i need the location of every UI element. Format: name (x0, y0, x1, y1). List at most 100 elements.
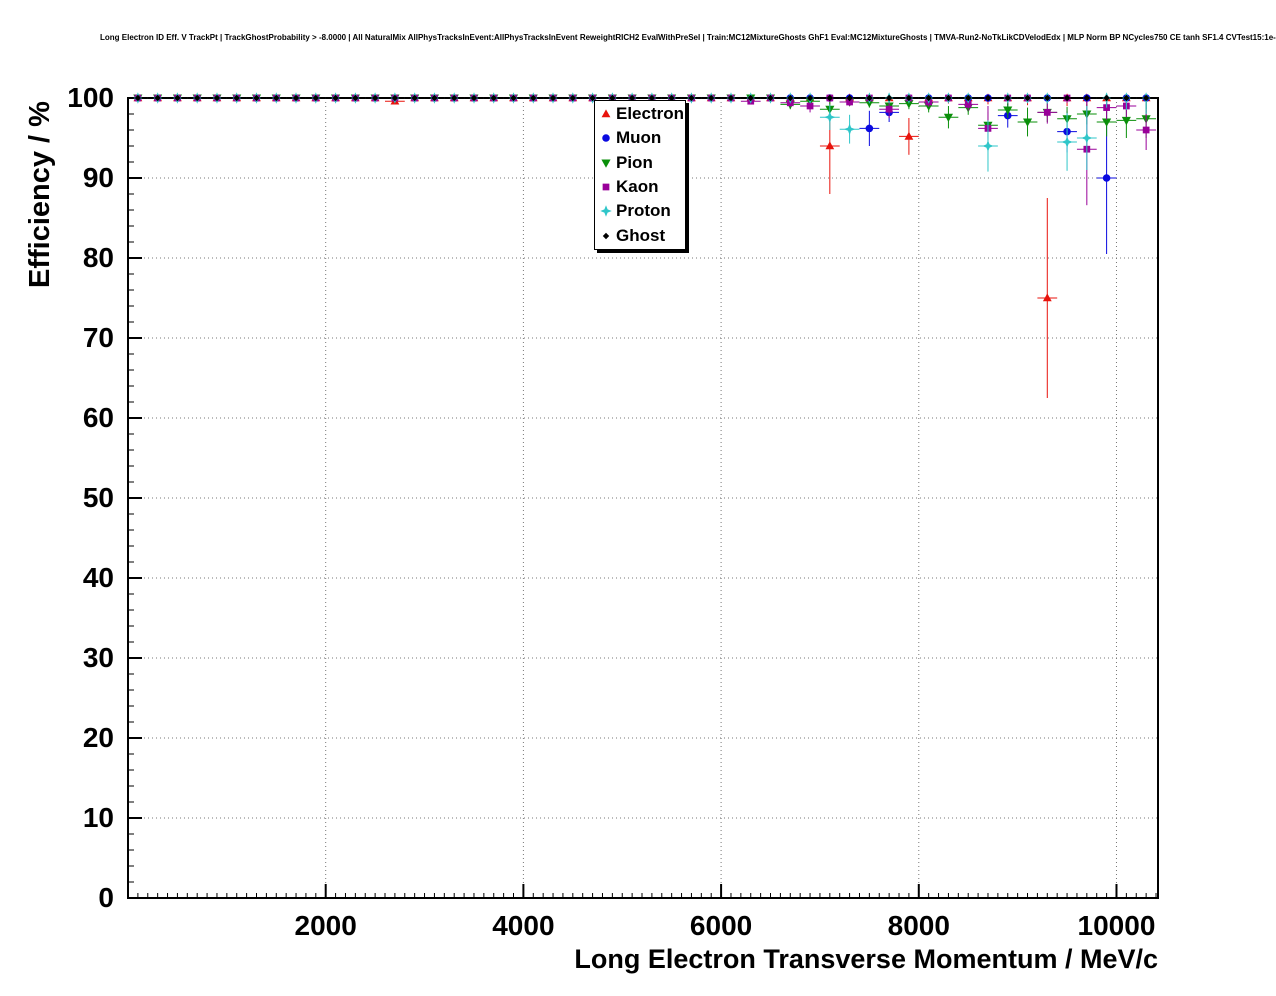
diamond-marker (688, 94, 695, 102)
circle-marker (602, 134, 610, 143)
diamond-marker (984, 94, 992, 102)
y-tick-label: 90 (82, 162, 114, 193)
triangle-down-marker (943, 113, 953, 122)
triangle-down-marker (1102, 118, 1112, 127)
electron-marker-icon (601, 109, 611, 118)
diamond-marker (965, 94, 972, 102)
star4-marker (843, 123, 856, 135)
diamond-marker (273, 94, 280, 102)
triangle-up-marker (601, 109, 611, 118)
diamond-marker (134, 94, 142, 102)
diamond-marker (668, 94, 675, 102)
legend-label: Proton (616, 201, 671, 221)
diamond-marker (885, 94, 893, 102)
legend-entry-electron: Electron (598, 103, 685, 126)
legend-label: Muon (616, 128, 662, 148)
legend-entry-pion: Pion (598, 151, 685, 174)
diamond-marker (589, 94, 596, 102)
legend-label: Ghost (616, 225, 666, 245)
diamond-marker (530, 94, 537, 102)
y-tick-label: 70 (82, 322, 114, 353)
star4-marker (982, 140, 994, 152)
diamond-marker (1083, 94, 1091, 102)
diamond-marker (312, 94, 319, 102)
diamond-marker (253, 94, 260, 102)
kaon-marker-icon (602, 183, 610, 191)
diamond-marker (806, 94, 814, 102)
y-tick-label: 100 (67, 82, 114, 113)
diamond-marker (1063, 94, 1071, 102)
plot-title: Long Electron ID Eff. V TrackPt | TrackG… (100, 33, 1276, 42)
y-tick-label: 0 (98, 882, 114, 913)
proton-marker-icon (600, 205, 612, 218)
diamond-marker (490, 94, 497, 102)
diamond-marker (194, 94, 201, 102)
diamond-marker (609, 94, 616, 102)
diamond-marker (905, 94, 913, 102)
x-axis-title: Long Electron Transverse Momentum / MeV/… (574, 944, 1158, 974)
diamond-marker (925, 94, 932, 102)
legend-label: Kaon (616, 177, 659, 197)
diamond-marker (945, 94, 952, 102)
diamond-marker (1004, 94, 1011, 102)
square-marker (846, 98, 853, 106)
x-tick-label: 8000 (887, 910, 950, 941)
legend-entry-ghost: Ghost (598, 224, 685, 247)
square-marker (1142, 126, 1150, 134)
diamond-marker (391, 94, 399, 102)
x-tick-label: 2000 (294, 910, 357, 941)
square-marker (1043, 109, 1051, 116)
square-marker (885, 105, 893, 113)
star4-marker (824, 111, 836, 123)
diamond-marker (866, 94, 873, 102)
diamond-marker (648, 94, 656, 102)
y-tick-label: 60 (82, 402, 114, 433)
legend-entry-muon: Muon (598, 127, 685, 150)
triangle-up-marker (904, 131, 914, 140)
diamond-marker (154, 94, 161, 102)
x-tick-label: 4000 (492, 910, 555, 941)
diamond-marker (1142, 94, 1150, 102)
diamond-marker (569, 94, 576, 102)
diamond-marker (549, 94, 557, 102)
diamond-marker (292, 94, 300, 102)
y-tick-label: 40 (82, 562, 114, 593)
diamond-marker (1024, 94, 1031, 102)
diamond-marker (787, 94, 794, 102)
y-tick-label: 50 (82, 482, 114, 513)
diamond-marker (174, 94, 181, 102)
square-marker (806, 102, 814, 110)
ghost-marker-icon (602, 232, 610, 239)
legend-entry-proton: Proton (598, 200, 685, 223)
diamond-marker (352, 94, 359, 102)
star4-marker (1081, 132, 1093, 144)
diamond-marker (233, 94, 240, 102)
triangle-down-marker (904, 100, 914, 109)
diamond-marker (371, 94, 379, 102)
y-tick-label: 80 (82, 242, 114, 273)
y-tick-label: 20 (82, 722, 114, 753)
diamond-marker (332, 94, 339, 102)
star4-marker (1061, 136, 1073, 148)
triangle-up-marker (825, 141, 835, 150)
legend-label: Electron (616, 104, 685, 124)
diamond-marker (411, 94, 418, 102)
circle-marker (1102, 174, 1111, 182)
triangle-down-marker (601, 159, 611, 168)
triangle-up-marker (1042, 293, 1052, 302)
legend-label: Pion (616, 152, 653, 172)
diamond-marker (1044, 94, 1051, 102)
square-marker (602, 183, 610, 191)
legend-entry-kaon: Kaon (598, 176, 685, 199)
triangle-down-marker (1023, 118, 1033, 127)
x-tick-label: 6000 (689, 910, 753, 941)
diamond-marker (470, 94, 478, 102)
diamond-marker (602, 232, 610, 239)
x-tick-label: 10000 (1077, 910, 1156, 941)
pion-marker-icon (601, 159, 611, 168)
series-ghost (128, 94, 1157, 102)
triangle-down-marker (1121, 116, 1131, 126)
diamond-marker (1103, 94, 1110, 102)
y-tick-label: 30 (82, 642, 114, 673)
